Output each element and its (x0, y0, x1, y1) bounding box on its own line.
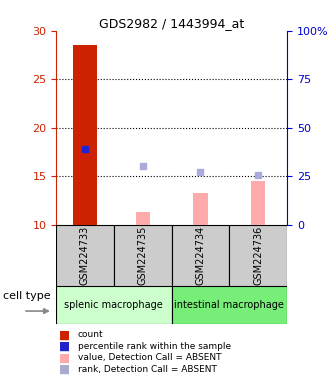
Text: splenic macrophage: splenic macrophage (64, 300, 163, 310)
Text: GSM224736: GSM224736 (253, 226, 263, 285)
Bar (56, 286, 172, 324)
Bar (172, 225, 229, 286)
Text: ■: ■ (59, 328, 71, 341)
Text: percentile rank within the sample: percentile rank within the sample (78, 342, 231, 351)
Bar (229, 225, 287, 286)
Text: ■: ■ (59, 351, 71, 364)
Text: count: count (78, 330, 103, 339)
Bar (193, 193, 208, 225)
Text: GSM224733: GSM224733 (80, 226, 90, 285)
Text: value, Detection Call = ABSENT: value, Detection Call = ABSENT (78, 353, 221, 362)
Text: ■: ■ (59, 363, 71, 376)
Text: cell type: cell type (3, 291, 51, 301)
Bar (172, 286, 287, 324)
Bar (56, 225, 114, 286)
Text: GSM224734: GSM224734 (195, 226, 206, 285)
Text: rank, Detection Call = ABSENT: rank, Detection Call = ABSENT (78, 365, 216, 374)
Bar (114, 225, 172, 286)
Point (82, 146, 88, 152)
Text: ■: ■ (59, 340, 71, 353)
Bar (251, 181, 265, 225)
Bar (136, 212, 150, 225)
Title: GDS2982 / 1443994_at: GDS2982 / 1443994_at (99, 17, 244, 30)
Bar (74, 45, 97, 225)
Point (140, 164, 146, 170)
Text: GSM224735: GSM224735 (138, 226, 148, 285)
Point (198, 169, 203, 175)
Point (256, 172, 261, 178)
Text: intestinal macrophage: intestinal macrophage (175, 300, 284, 310)
